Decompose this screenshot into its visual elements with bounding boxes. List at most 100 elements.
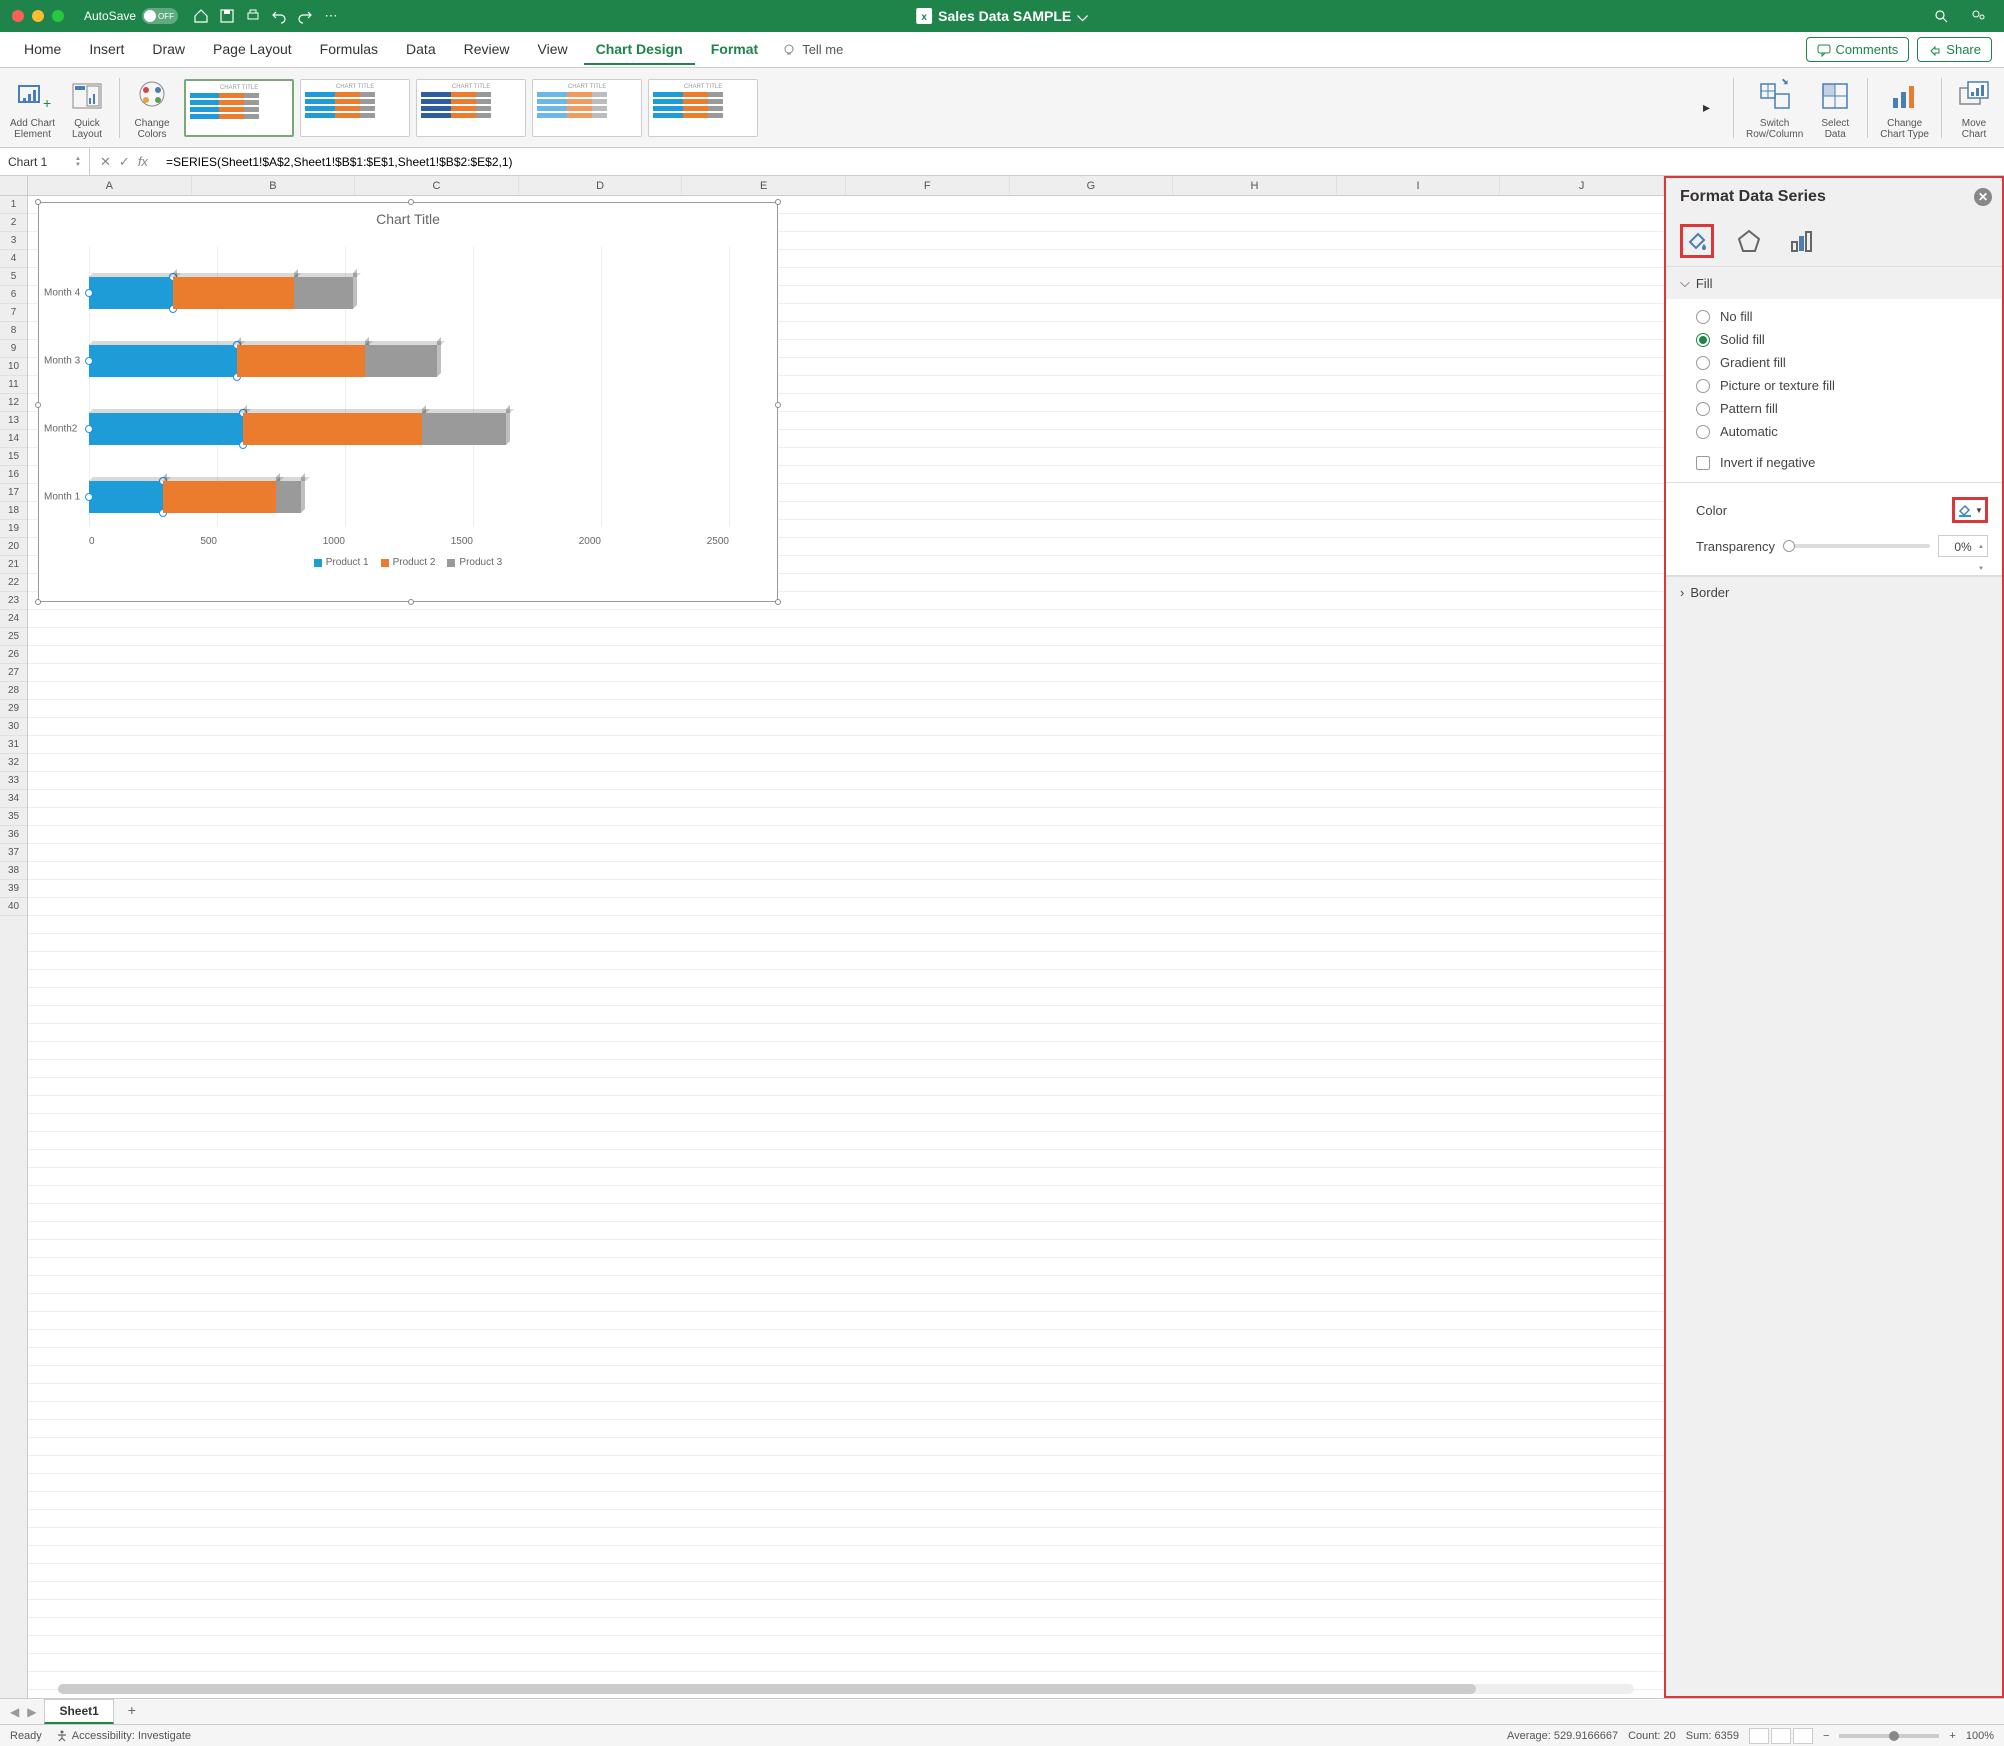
chart-bar-segment[interactable] xyxy=(89,481,163,513)
column-header[interactable]: F xyxy=(846,176,1010,195)
legend-item[interactable]: Product 3 xyxy=(447,557,502,568)
move-chart-button[interactable]: Move Chart xyxy=(1954,76,1994,140)
fill-line-tab[interactable] xyxy=(1680,224,1714,258)
print-icon[interactable] xyxy=(244,7,262,25)
chart-bar-segment[interactable] xyxy=(294,277,353,309)
tell-me[interactable]: Tell me xyxy=(782,42,843,57)
row-header[interactable]: 5 xyxy=(0,268,27,286)
row-header[interactable]: 6 xyxy=(0,286,27,304)
save-icon[interactable] xyxy=(218,7,236,25)
row-header[interactable]: 33 xyxy=(0,772,27,790)
quick-layout-button[interactable]: Quick Layout xyxy=(67,76,107,140)
row-header[interactable]: 3 xyxy=(0,232,27,250)
sheet-nav-next[interactable]: ▶ xyxy=(27,1705,36,1719)
row-header[interactable]: 28 xyxy=(0,682,27,700)
chart-bar-segment[interactable] xyxy=(89,413,243,445)
chart-bar-segment[interactable] xyxy=(243,413,422,445)
fill-color-button[interactable]: ▼ xyxy=(1952,497,1988,523)
account-icon[interactable] xyxy=(1970,7,1988,25)
fill-option-solid-fill[interactable]: Solid fill xyxy=(1696,328,1988,351)
chart-title[interactable]: Chart Title xyxy=(39,211,777,227)
row-header[interactable]: 39 xyxy=(0,880,27,898)
page-layout-view-button[interactable] xyxy=(1771,1728,1791,1744)
border-section-header[interactable]: › Border xyxy=(1666,577,2002,608)
row-header[interactable]: 26 xyxy=(0,646,27,664)
sheet-nav-prev[interactable]: ◀ xyxy=(10,1705,19,1719)
normal-view-button[interactable] xyxy=(1749,1728,1769,1744)
ribbon-tab-draw[interactable]: Draw xyxy=(140,35,197,65)
chart-bar-segment[interactable] xyxy=(422,413,506,445)
zoom-slider[interactable] xyxy=(1839,1734,1939,1738)
change-chart-type-button[interactable]: Change Chart Type xyxy=(1880,76,1929,140)
close-panel-button[interactable]: ✕ xyxy=(1974,188,1992,206)
add-chart-element-button[interactable]: + Add Chart Element xyxy=(10,76,55,140)
close-window-button[interactable] xyxy=(12,10,24,22)
document-title[interactable]: x Sales Data SAMPLE ⌵ xyxy=(916,8,1088,25)
row-header[interactable]: 27 xyxy=(0,664,27,682)
chart-style-thumb-5[interactable]: CHART TITLE xyxy=(648,79,758,137)
chart-bar-segment[interactable] xyxy=(163,481,276,513)
comments-button[interactable]: Comments xyxy=(1806,37,1909,62)
row-header[interactable]: 4 xyxy=(0,250,27,268)
select-data-button[interactable]: Select Data xyxy=(1815,76,1855,140)
row-header[interactable]: 23 xyxy=(0,592,27,610)
ribbon-tab-formulas[interactable]: Formulas xyxy=(308,35,390,65)
ribbon-tab-chart-design[interactable]: Chart Design xyxy=(584,35,695,65)
chart-object[interactable]: Chart Title 05001000150020002500Month 4M… xyxy=(38,202,778,602)
row-header[interactable]: 20 xyxy=(0,538,27,556)
page-break-view-button[interactable] xyxy=(1793,1728,1813,1744)
chart-bar-segment[interactable] xyxy=(276,481,302,513)
row-header[interactable]: 38 xyxy=(0,862,27,880)
fill-option-gradient-fill[interactable]: Gradient fill xyxy=(1696,351,1988,374)
chart-bar-segment[interactable] xyxy=(89,277,173,309)
column-header[interactable]: I xyxy=(1337,176,1501,195)
row-header[interactable]: 12 xyxy=(0,394,27,412)
chart-styles-more-button[interactable]: ▸ xyxy=(1703,99,1721,116)
fill-option-pattern-fill[interactable]: Pattern fill xyxy=(1696,397,1988,420)
row-header[interactable]: 19 xyxy=(0,520,27,538)
fill-option-picture-or-texture-fill[interactable]: Picture or texture fill xyxy=(1696,374,1988,397)
column-header[interactable]: C xyxy=(355,176,519,195)
ribbon-tab-view[interactable]: View xyxy=(526,35,580,65)
row-header[interactable]: 7 xyxy=(0,304,27,322)
row-header[interactable]: 35 xyxy=(0,808,27,826)
row-header[interactable]: 1 xyxy=(0,196,27,214)
effects-tab[interactable] xyxy=(1732,224,1766,258)
column-header[interactable]: D xyxy=(519,176,683,195)
zoom-in-button[interactable]: + xyxy=(1949,1730,1955,1742)
legend-item[interactable]: Product 1 xyxy=(314,557,369,568)
row-header[interactable]: 34 xyxy=(0,790,27,808)
switch-row-column-button[interactable]: Switch Row/Column xyxy=(1746,76,1803,140)
horizontal-scrollbar[interactable] xyxy=(58,1684,1634,1694)
fill-section-header[interactable]: ⌵ Fill xyxy=(1666,267,2002,299)
row-header[interactable]: 22 xyxy=(0,574,27,592)
chart-bar-segment[interactable] xyxy=(89,345,237,377)
row-header[interactable]: 31 xyxy=(0,736,27,754)
column-header[interactable]: B xyxy=(192,176,356,195)
chart-bar-segment[interactable] xyxy=(237,345,365,377)
ribbon-tab-insert[interactable]: Insert xyxy=(77,35,136,65)
ribbon-tab-page-layout[interactable]: Page Layout xyxy=(201,35,304,65)
row-header[interactable]: 17 xyxy=(0,484,27,502)
zoom-level[interactable]: 100% xyxy=(1966,1730,1994,1742)
row-header[interactable]: 2 xyxy=(0,214,27,232)
series-options-tab[interactable] xyxy=(1784,224,1818,258)
chart-bar-segment[interactable] xyxy=(173,277,293,309)
cells-grid[interactable]: Chart Title 05001000150020002500Month 4M… xyxy=(28,196,1664,1698)
ribbon-tab-review[interactable]: Review xyxy=(452,35,522,65)
row-header[interactable]: 15 xyxy=(0,448,27,466)
row-header[interactable]: 16 xyxy=(0,466,27,484)
column-header[interactable]: A xyxy=(28,176,192,195)
sheet-tab-active[interactable]: Sheet1 xyxy=(44,1699,113,1724)
transparency-value[interactable]: 0%▲▼ xyxy=(1938,535,1988,557)
row-header[interactable]: 18 xyxy=(0,502,27,520)
row-header[interactable]: 8 xyxy=(0,322,27,340)
name-box[interactable]: Chart 1 ▲▼ xyxy=(0,148,90,175)
select-all-corner[interactable] xyxy=(0,176,28,195)
transparency-slider[interactable] xyxy=(1783,544,1930,548)
minimize-window-button[interactable] xyxy=(32,10,44,22)
cancel-formula-icon[interactable]: ✕ xyxy=(100,154,111,170)
chart-legend[interactable]: Product 1Product 2Product 3 xyxy=(39,557,777,570)
chart-style-thumb-3[interactable]: CHART TITLE xyxy=(416,79,526,137)
chart-bar-segment[interactable] xyxy=(365,345,437,377)
